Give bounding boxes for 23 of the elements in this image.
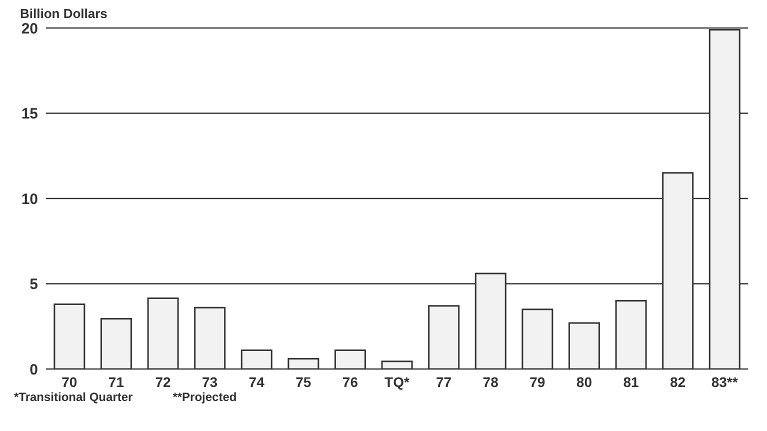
y-axis-title: Billion Dollars [20, 6, 108, 21]
y-tick-label: 0 [30, 361, 38, 378]
y-tick-label: 15 [21, 106, 38, 123]
x-tick-label: TQ* [384, 374, 410, 390]
x-tick-label: 72 [155, 374, 171, 390]
x-tick-label: 81 [623, 374, 639, 390]
x-tick-label: 78 [482, 374, 499, 390]
x-tick-label: 77 [436, 374, 452, 390]
x-tick-label: 80 [576, 374, 592, 390]
text: *Transitional Quarter [14, 390, 133, 404]
y-tick-label: 5 [30, 276, 38, 294]
y-tick-label: 10 [21, 190, 38, 208]
y-tick-label: 20 [21, 20, 38, 38]
x-tick-label: 73 [202, 374, 218, 390]
x-tick-label: 82 [670, 374, 686, 390]
x-tick-label: 76 [342, 374, 358, 390]
x-tick-label: 75 [296, 374, 312, 390]
x-tick-label: 79 [530, 374, 546, 390]
x-tick-label: 71 [108, 374, 124, 390]
x-tick-label: 74 [248, 374, 265, 390]
x-tick-label: 83** [711, 374, 738, 390]
x-tick-label: 70 [62, 374, 78, 390]
text: **Projected [172, 390, 237, 404]
